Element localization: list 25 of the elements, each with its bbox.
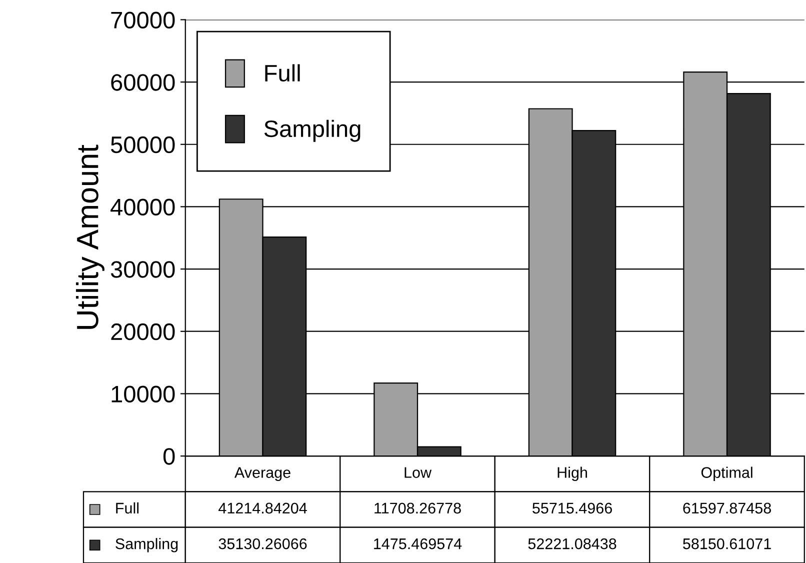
y-tick-label: 30000 <box>110 261 175 278</box>
legend-label: Full <box>265 64 300 82</box>
y-tick-label: 50000 <box>110 136 175 154</box>
x-tick-label: Low <box>404 467 432 478</box>
y-tick-label: 60000 <box>111 74 175 91</box>
data-label: 1475.469574 <box>374 538 462 550</box>
y-tick-label: 20000 <box>111 323 175 340</box>
data-label: 35130.26066 <box>218 538 307 550</box>
text: Sampling <box>116 538 178 552</box>
x-tick-label: Average <box>234 467 290 481</box>
y-tick-label: 70000 <box>111 12 175 28</box>
data-label: 61597.87458 <box>683 502 771 514</box>
x-tick-label: Optimal <box>701 466 752 481</box>
data-label: 52221.08438 <box>528 538 616 550</box>
y-tick-label: 10000 <box>112 386 175 402</box>
text: Full <box>116 502 138 514</box>
y-tick-label: 0 <box>163 448 175 465</box>
data-label: 55715.4966 <box>532 502 612 514</box>
data-label: 41214.84204 <box>218 502 307 514</box>
y-axis-title: Utility Amount <box>76 144 104 329</box>
legend-label: Sampling <box>264 120 360 142</box>
y-tick-label: 40000 <box>110 198 175 216</box>
data-label: 58150.61071 <box>683 538 771 550</box>
x-tick-label: High <box>558 466 587 481</box>
data-label: 11708.26778 <box>374 502 461 514</box>
